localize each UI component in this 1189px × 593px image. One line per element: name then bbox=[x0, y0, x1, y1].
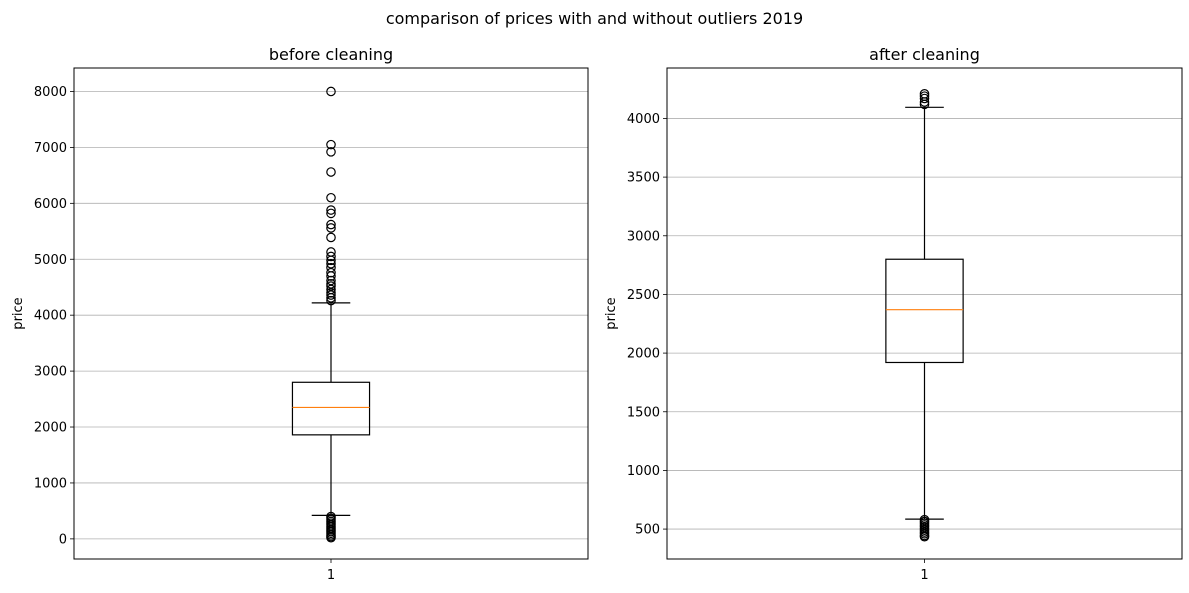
outlier-point bbox=[326, 290, 336, 300]
outlier-point bbox=[326, 232, 336, 243]
outlier-point bbox=[326, 86, 336, 97]
figure-suptitle: comparison of prices with and without ou… bbox=[386, 9, 803, 28]
box-iqr bbox=[291, 381, 371, 436]
axes-frame bbox=[666, 67, 1183, 560]
y-tick-label: 4000 bbox=[627, 112, 660, 127]
outlier-point bbox=[326, 532, 336, 543]
outlier-point bbox=[326, 208, 336, 219]
y-axis-label: price bbox=[604, 297, 619, 329]
y-tick-label: 4000 bbox=[34, 309, 67, 324]
outlier-point bbox=[919, 531, 930, 542]
y-tick-label: 8000 bbox=[34, 85, 67, 100]
y-tick-label: 2500 bbox=[627, 288, 660, 303]
y-tick-label: 1000 bbox=[34, 476, 67, 491]
y-tick-label: 6000 bbox=[34, 197, 67, 212]
y-tick-label: 2000 bbox=[627, 347, 660, 362]
x-tick-label: 1 bbox=[920, 568, 928, 583]
y-tick-label: 5000 bbox=[34, 253, 67, 268]
outlier-point bbox=[919, 99, 930, 110]
y-tick-label: 3000 bbox=[627, 229, 660, 244]
axes-frame bbox=[73, 67, 589, 560]
outlier-point bbox=[326, 167, 336, 177]
y-axis-label: price bbox=[11, 297, 26, 329]
axes-title: before cleaning bbox=[269, 45, 393, 64]
y-tick-label: 1500 bbox=[627, 405, 660, 420]
outlier-point bbox=[326, 293, 336, 303]
x-tick-label: 1 bbox=[327, 568, 335, 583]
chart-panel-2: 500 1000 1500 2000 2500 3000 3500 4000 1 after cl… bbox=[604, 45, 1183, 583]
chart-panel-1: 0 1000 2000 3000 4000 5000 6000 7000 8000 1 before… bbox=[11, 45, 589, 583]
outlier-point bbox=[919, 93, 930, 104]
y-tick-label: 1000 bbox=[627, 464, 660, 479]
outlier-point bbox=[326, 219, 336, 230]
y-tick-label: 500 bbox=[635, 523, 660, 538]
outlier-point bbox=[326, 192, 336, 203]
outlier-point bbox=[326, 223, 336, 233]
y-tick-label: 3500 bbox=[627, 171, 660, 186]
y-tick-label: 7000 bbox=[34, 141, 67, 156]
outlier-point bbox=[326, 295, 336, 306]
outlier-point bbox=[326, 255, 336, 266]
outlier-point bbox=[326, 205, 336, 215]
y-tick-label: 2000 bbox=[34, 421, 67, 436]
outlier-point bbox=[326, 147, 336, 157]
outlier-point bbox=[919, 97, 930, 107]
axes-title: after cleaning bbox=[869, 45, 980, 64]
outlier-point bbox=[326, 251, 336, 262]
y-tick-label: 3000 bbox=[34, 365, 67, 380]
y-tick-label: 0 bbox=[59, 532, 67, 547]
outlier-point bbox=[326, 139, 336, 150]
box-iqr bbox=[885, 258, 964, 364]
